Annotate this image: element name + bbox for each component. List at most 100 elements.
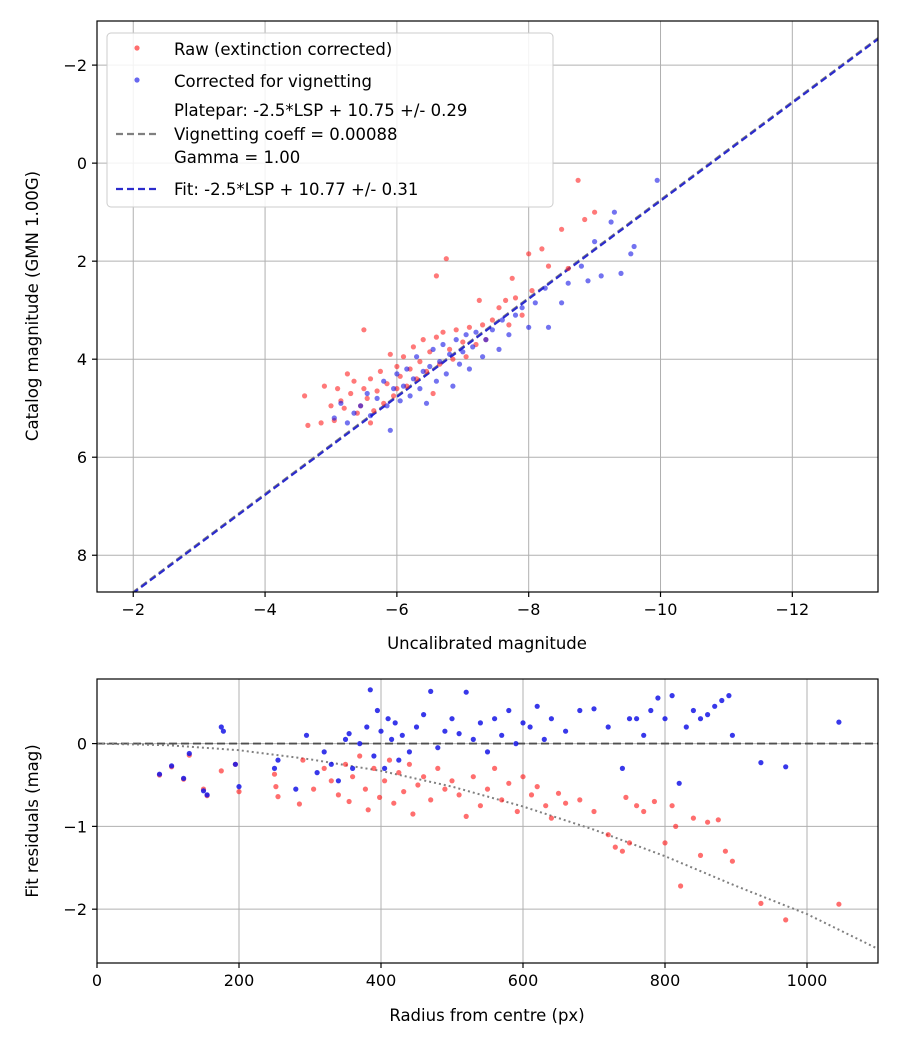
top-plot-frame: [96, 20, 879, 593]
bottom-point-raw: [548, 815, 555, 821]
top-point-corrected: [618, 270, 624, 276]
top-point-raw: [565, 265, 571, 272]
bottom-point-raw: [421, 774, 427, 780]
bottom-point-raw: [619, 848, 626, 854]
top-point-raw: [374, 388, 380, 394]
bottom-point-corrected: [350, 765, 356, 772]
bottom-point-raw: [342, 761, 349, 767]
bottom-reference-lines: [97, 742, 878, 950]
bottom-ytick-label: −2: [63, 900, 87, 919]
top-point-corrected: [450, 383, 456, 389]
top-point-raw: [348, 390, 354, 397]
bottom-point-corrected: [236, 784, 242, 790]
bottom-point-corrected: [712, 703, 718, 709]
bottom-point-raw: [514, 808, 520, 815]
bottom-point-corrected: [783, 764, 789, 770]
top-point-raw: [321, 383, 327, 389]
bottom-point-raw: [362, 786, 368, 792]
bottom-point-corrected: [367, 687, 373, 693]
top-point-raw: [361, 386, 367, 392]
legend-marker-corrected: [134, 77, 140, 83]
bottom-point-raw: [715, 817, 721, 823]
top-point-raw: [364, 395, 370, 401]
top-point-corrected: [331, 415, 337, 421]
legend: Raw (extinction corrected) Corrected for…: [106, 32, 554, 208]
top-point-raw: [529, 288, 535, 294]
bottom-point-raw: [470, 774, 476, 780]
bottom-point-corrected: [378, 728, 384, 734]
top-point-corrected: [410, 376, 416, 382]
bottom-point-raw: [626, 840, 633, 846]
bottom-point-corrected: [271, 765, 278, 772]
bottom-point-corrected: [220, 728, 226, 734]
bottom-point-corrected: [484, 749, 491, 755]
top-point-corrected: [423, 400, 430, 406]
top-point-raw: [519, 312, 525, 318]
bottom-point-corrected: [527, 724, 533, 730]
bottom-point-corrected: [477, 720, 483, 726]
top-point-raw: [335, 386, 341, 392]
top-point-corrected: [394, 371, 400, 377]
bottom-point-raw: [428, 797, 434, 803]
top-point-corrected: [512, 312, 519, 318]
bottom-point-corrected: [335, 778, 341, 784]
bottom-point-raw: [442, 786, 448, 792]
top-point-raw: [305, 422, 311, 428]
top-point-raw: [509, 275, 515, 281]
bottom-point-raw: [415, 782, 421, 788]
top-ylabel: Catalog magnitude (GMN 1.00G): [23, 171, 42, 441]
bottom-point-raw: [623, 794, 629, 801]
top-point-corrected: [585, 278, 591, 284]
top-point-corrected: [414, 354, 420, 360]
bottom-point-raw: [528, 792, 535, 798]
top-point-corrected: [466, 366, 472, 372]
bottom-point-corrected: [399, 732, 405, 738]
bottom-point-raw: [577, 797, 583, 803]
top-point-raw: [512, 295, 519, 301]
bottom-point-raw: [300, 757, 306, 763]
bottom-point-raw: [669, 803, 675, 809]
top-point-raw: [447, 346, 453, 352]
bottom-point-corrected: [619, 765, 626, 772]
top-chart: −2 −4 −6 −8 −10 −12 −2 0 2 4 6 8 Uncalibrated magni…: [23, 20, 879, 653]
top-point-raw: [503, 297, 509, 303]
top-point-corrected: [433, 378, 439, 384]
bottom-point-raw: [520, 774, 526, 780]
top-fit-lines: [131, 37, 878, 592]
top-point-corrected: [631, 243, 637, 250]
top-point-corrected: [364, 390, 370, 397]
bottom-point-raw: [836, 901, 842, 907]
bottom-point-raw: [236, 789, 242, 795]
top-point-corrected: [460, 349, 466, 355]
bottom-point-corrected: [541, 736, 547, 743]
bottom-point-raw: [555, 790, 562, 796]
bottom-point-corrected: [449, 716, 455, 722]
bottom-point-raw: [350, 774, 356, 780]
top-point-corrected: [470, 344, 476, 350]
bottom-xtick-label: 1000: [787, 971, 828, 990]
top-point-corrected: [407, 393, 413, 399]
bottom-point-raw: [612, 844, 618, 850]
top-point-corrected: [400, 383, 407, 389]
bottom-point-corrected: [321, 749, 327, 755]
bottom-point-raw: [690, 815, 697, 821]
top-point-raw: [420, 337, 426, 343]
bottom-point-raw: [543, 803, 549, 809]
top-ytick-label: 8: [77, 546, 87, 565]
top-ytick-label: −2: [63, 56, 87, 75]
bottom-point-corrected: [156, 771, 163, 777]
bottom-point-corrected: [385, 716, 391, 722]
bottom-point-raw: [321, 765, 327, 772]
bottom-point-corrected: [634, 716, 640, 722]
bottom-point-raw: [605, 832, 611, 838]
bottom-point-raw: [678, 883, 684, 889]
bottom-point-corrected: [406, 749, 412, 755]
top-point-raw: [476, 297, 482, 303]
bottom-point-corrected: [605, 724, 611, 730]
top-point-raw: [400, 354, 407, 360]
legend-label-vignetting: Vignetting coeff = 0.00088: [174, 125, 398, 144]
top-point-corrected: [483, 337, 489, 343]
top-point-corrected: [542, 285, 548, 291]
bottom-point-raw: [311, 786, 317, 792]
